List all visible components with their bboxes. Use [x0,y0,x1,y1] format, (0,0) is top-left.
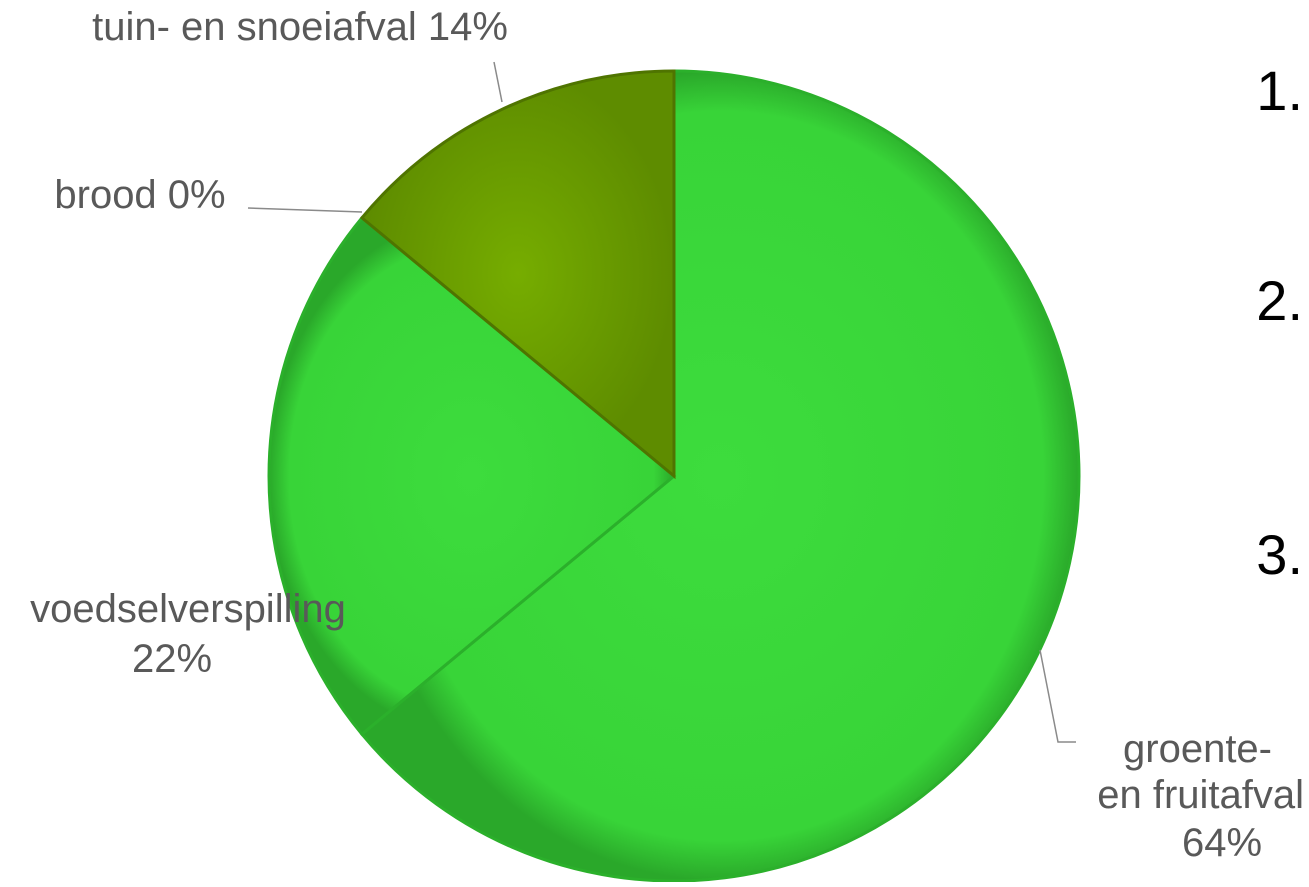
leader-line-groente [1039,649,1076,743]
data-label-voedsel-name: voedselverspilling [30,587,346,631]
pie-slice-1 [267,215,677,737]
pie-slice-0 [359,69,1081,883]
list-number-1: 1. [1256,59,1303,122]
list-number-3: 3. [1256,523,1303,586]
data-label-groente-line2: en fruitafval [1097,773,1304,817]
pie-slice-3 [359,69,676,480]
data-label-groente-pct: 64% [1182,821,1262,865]
leader-line-tuin [493,61,503,103]
leader-line-brood [247,207,363,213]
data-label-groente-line1: groente- [1123,727,1272,771]
list-number-2: 2. [1256,269,1303,332]
data-label-voedsel-pct: 22% [132,637,212,681]
data-label-brood: brood 0% [54,173,225,217]
data-label-tuin: tuin- en snoeiafval 14% [92,5,508,49]
